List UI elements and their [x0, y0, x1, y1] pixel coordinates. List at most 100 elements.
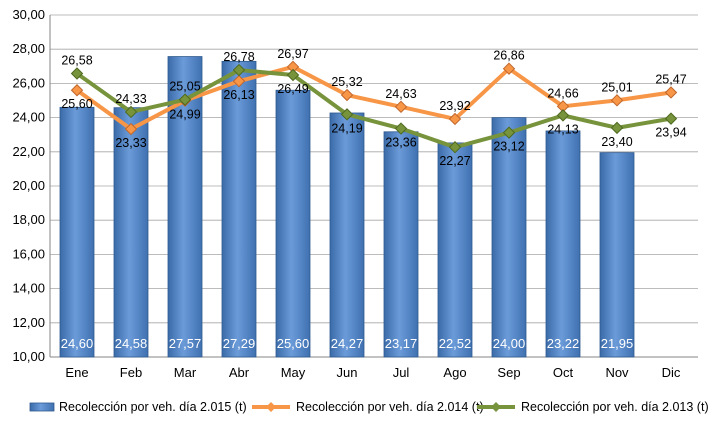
legend-label: Recolección por veh. día 2.014 (t)	[296, 400, 484, 414]
line-data-label: 24,66	[547, 86, 578, 100]
y-tick-label: 28,00	[12, 41, 45, 56]
y-tick-label: 26,00	[12, 75, 45, 90]
bar	[221, 60, 257, 358]
legend-entry: Recolección por veh. día 2.015 (t)	[29, 400, 247, 414]
x-tick-label: May	[281, 365, 306, 380]
data-point-marker	[448, 140, 462, 154]
y-tick-label: 24,00	[12, 110, 45, 125]
x-tick-label: Abr	[229, 365, 250, 380]
data-point-marker	[70, 67, 84, 80]
line-data-label: 22,27	[439, 154, 470, 168]
bar	[491, 117, 527, 358]
y-tick-label: 14,00	[12, 281, 45, 296]
legend: Recolección por veh. día 2.015 (t) Recole…	[29, 400, 709, 414]
bar-data-label: 27,29	[223, 336, 256, 351]
x-tick-label: Oct	[553, 365, 574, 380]
line-data-label: 23,36	[385, 136, 416, 150]
data-point-marker	[394, 122, 408, 135]
line-data-label: 24,13	[547, 122, 578, 136]
bar-data-label: 27,57	[169, 336, 202, 351]
legend-entry: Recolección por veh. día 2.013 (t)	[477, 400, 709, 414]
line-data-label: 26,13	[223, 88, 254, 102]
bar	[113, 107, 149, 358]
data-point-marker	[178, 93, 192, 106]
x-tick-label: Jul	[393, 365, 410, 380]
line-data-label: 24,63	[385, 87, 416, 101]
data-point-marker	[502, 126, 516, 139]
x-tick-label: Nov	[605, 365, 629, 380]
line-data-label: 26,86	[493, 49, 524, 63]
legend-swatch	[29, 402, 55, 412]
y-tick-label: 12,00	[12, 315, 45, 330]
bar-data-label: 22,52	[439, 336, 472, 351]
line-data-label: 24,19	[331, 121, 362, 135]
line-data-label: 26,97	[277, 47, 308, 61]
bar	[437, 142, 473, 358]
bar-data-label: 24,00	[493, 336, 526, 351]
data-point-marker	[448, 112, 462, 126]
bar-data-label: 24,58	[115, 336, 148, 351]
bar	[383, 131, 419, 358]
x-tick-label: Mar	[174, 365, 197, 380]
legend-marker	[266, 402, 276, 412]
bar	[275, 89, 311, 358]
bar	[545, 130, 581, 358]
line-series	[70, 60, 678, 154]
line-data-label: 25,32	[331, 75, 362, 89]
y-tick-label: 20,00	[12, 178, 45, 193]
x-tick-label: Ene	[65, 365, 88, 380]
x-tick-label: Ago	[443, 365, 466, 380]
gridlines	[50, 14, 698, 358]
y-tick-label: 30,00	[12, 7, 45, 22]
y-tick-label: 16,00	[12, 246, 45, 261]
line-data-label: 23,94	[655, 126, 686, 140]
y-tick-label: 10,00	[12, 349, 45, 364]
line-data-label: 23,12	[493, 140, 524, 154]
bar	[599, 152, 635, 358]
bar-data-label: 23,22	[547, 336, 580, 351]
legend-entry: Recolección por veh. día 2.014 (t)	[252, 400, 484, 414]
line-data-label: 23,92	[439, 99, 470, 113]
data-point-marker	[286, 68, 300, 82]
data-point-marker	[70, 84, 84, 97]
bar-data-label: 25,60	[277, 336, 310, 351]
line-data-label: 23,40	[601, 135, 632, 149]
y-tick-label: 18,00	[12, 212, 45, 227]
line-data-label: 25,47	[655, 72, 686, 86]
line-data-label: 24,99	[169, 108, 200, 122]
data-point-marker	[124, 122, 138, 136]
line-data-label: 26,78	[223, 50, 254, 64]
axes: 10,00 12,00 14,00 16,00 18,00 20,00 22,00 24,00…	[12, 7, 698, 380]
x-tick-label: Sep	[497, 365, 520, 380]
bar-data-label: 23,17	[385, 336, 418, 351]
data-point-marker	[232, 63, 246, 77]
bar	[329, 112, 365, 358]
line-data-label: 26,58	[61, 53, 92, 67]
data-point-marker	[394, 100, 408, 114]
line-data-label: 24,33	[115, 92, 146, 106]
line-data-label: 26,49	[277, 82, 308, 96]
data-point-marker	[664, 112, 678, 125]
line-data-label: 23,33	[115, 136, 146, 150]
bar-data-label: 21,95	[601, 336, 634, 351]
bar-data-label: 24,60	[61, 336, 94, 351]
line-data-label: 25,60	[61, 97, 92, 111]
data-point-marker	[340, 108, 354, 121]
data-point-marker	[610, 121, 624, 135]
x-tick-label: Feb	[120, 365, 142, 380]
data-point-marker	[232, 74, 246, 88]
data-point-marker	[340, 88, 354, 102]
bar	[59, 106, 95, 358]
data-point-marker	[124, 105, 138, 119]
legend-label: Recolección por veh. día 2.013 (t)	[521, 400, 709, 414]
x-tick-label: Jun	[337, 365, 358, 380]
series-line	[75, 68, 672, 150]
data-labels: 24,60 24,58 27,57 27,29 25,60 24,27 23,17 22,52…	[61, 47, 687, 351]
data-point-marker	[664, 86, 678, 99]
legend-marker	[491, 402, 501, 412]
line-data-label: 25,05	[169, 80, 200, 94]
bar-data-label: 24,27	[331, 336, 364, 351]
x-tick-label: Dic	[662, 365, 681, 380]
data-point-marker	[610, 94, 624, 107]
